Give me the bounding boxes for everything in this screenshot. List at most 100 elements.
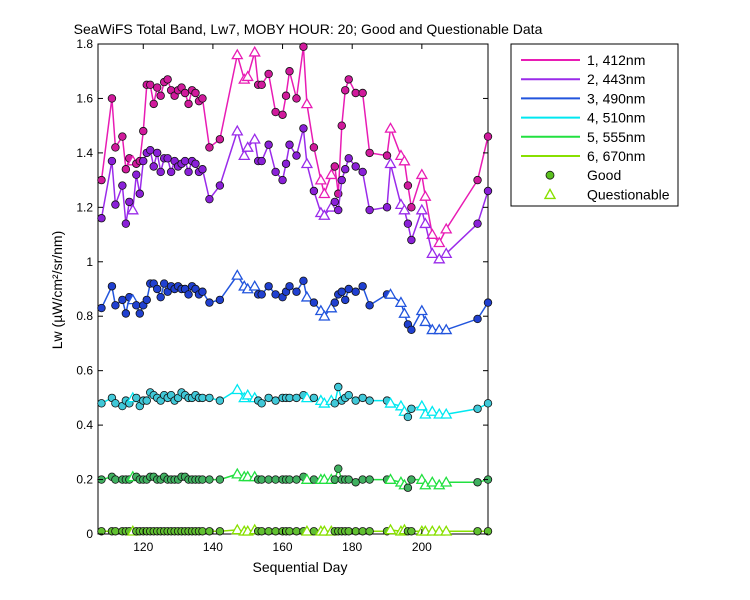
y-tick-label: 0 — [86, 527, 93, 541]
good-point — [365, 148, 374, 158]
y-axis: 0 0.2 0.4 0.6 0.8 1 1.2 1.4 1.6 1.8 — [76, 37, 488, 541]
good-point — [292, 94, 301, 103]
good-point — [334, 382, 343, 392]
good-point — [407, 325, 416, 335]
questionable-point — [415, 203, 428, 215]
good-point — [215, 527, 225, 536]
good-point — [292, 527, 301, 536]
plot-area — [97, 42, 493, 536]
good-point — [159, 279, 169, 288]
good-point — [257, 399, 266, 408]
good-point — [337, 287, 346, 296]
good-point — [365, 301, 374, 310]
good-point — [215, 295, 225, 305]
good-point — [341, 86, 350, 95]
y-tick-label: 1 — [86, 255, 93, 269]
good-point — [281, 91, 291, 100]
questionable-point — [248, 132, 261, 144]
y-tick-label: 1.4 — [76, 146, 93, 160]
good-point — [264, 140, 273, 149]
questionable-point — [384, 288, 397, 299]
good-point — [344, 390, 353, 400]
good-point — [334, 464, 343, 473]
good-point — [358, 282, 367, 291]
good-point — [121, 219, 131, 228]
good-point — [358, 527, 367, 536]
good-point — [341, 295, 350, 305]
legend-box — [510, 43, 679, 207]
series-1 — [97, 42, 493, 248]
good-point — [198, 393, 207, 403]
good-point — [473, 175, 482, 185]
good-point — [215, 135, 225, 144]
questionable-point — [241, 388, 254, 400]
x-tick-label: 180 — [342, 540, 362, 554]
good-point — [271, 107, 280, 117]
good-point — [121, 309, 131, 318]
good-point — [111, 301, 120, 310]
good-point — [407, 203, 416, 212]
good-point — [257, 80, 266, 90]
good-point — [97, 399, 106, 408]
questionable-point — [440, 407, 453, 419]
good-point — [205, 143, 214, 152]
series-5 — [97, 464, 493, 492]
good-point — [483, 399, 493, 408]
legend-label-good: Good — [587, 167, 621, 183]
questionable-point — [384, 523, 397, 535]
good-point — [118, 181, 127, 190]
questionable-point — [318, 187, 331, 199]
good-point — [132, 170, 141, 179]
good-point — [344, 284, 353, 294]
good-point — [135, 309, 144, 318]
good-point — [330, 298, 339, 307]
questionable-point — [300, 290, 314, 302]
y-tick-label: 1.2 — [76, 200, 93, 214]
questionable-point — [231, 383, 244, 395]
questionable-point — [300, 473, 314, 484]
questionable-point — [231, 523, 244, 535]
good-point — [365, 205, 374, 215]
good-point — [107, 156, 117, 166]
good-point — [271, 396, 280, 405]
legend-label-questionable: Questionable — [587, 186, 670, 202]
good-point — [149, 162, 158, 171]
good-point — [163, 154, 172, 163]
good-point — [299, 42, 308, 51]
good-point — [111, 143, 120, 152]
good-point — [358, 393, 367, 403]
good-point — [139, 156, 148, 166]
good-point — [365, 475, 374, 484]
good-point — [264, 393, 273, 403]
good-point — [285, 393, 294, 403]
questionable-point — [440, 323, 453, 335]
good-point — [330, 162, 339, 171]
legend-label: 1, 412nm — [587, 52, 645, 68]
questionable-point — [300, 157, 314, 169]
questionable-point — [241, 70, 254, 82]
good-point — [205, 475, 214, 484]
questionable-point — [318, 209, 331, 220]
good-point — [292, 393, 301, 403]
x-tick-label: 200 — [412, 540, 432, 554]
good-point — [152, 148, 162, 158]
good-point — [358, 88, 367, 98]
good-point — [403, 483, 413, 492]
good-point — [292, 151, 301, 160]
questionable-point — [231, 48, 244, 60]
good-point — [351, 162, 360, 171]
good-point — [285, 527, 294, 536]
x-tick-label: 160 — [273, 540, 293, 554]
series-3 — [97, 269, 493, 335]
good-point — [215, 396, 225, 405]
good-point — [205, 298, 214, 307]
questionable-point — [248, 45, 261, 57]
good-point — [139, 126, 148, 136]
good-point — [309, 186, 319, 196]
good-point — [407, 404, 416, 413]
good-point — [111, 399, 120, 408]
good-point — [365, 527, 374, 536]
good-point — [344, 527, 353, 536]
good-point — [358, 167, 367, 177]
good-point — [285, 67, 294, 76]
